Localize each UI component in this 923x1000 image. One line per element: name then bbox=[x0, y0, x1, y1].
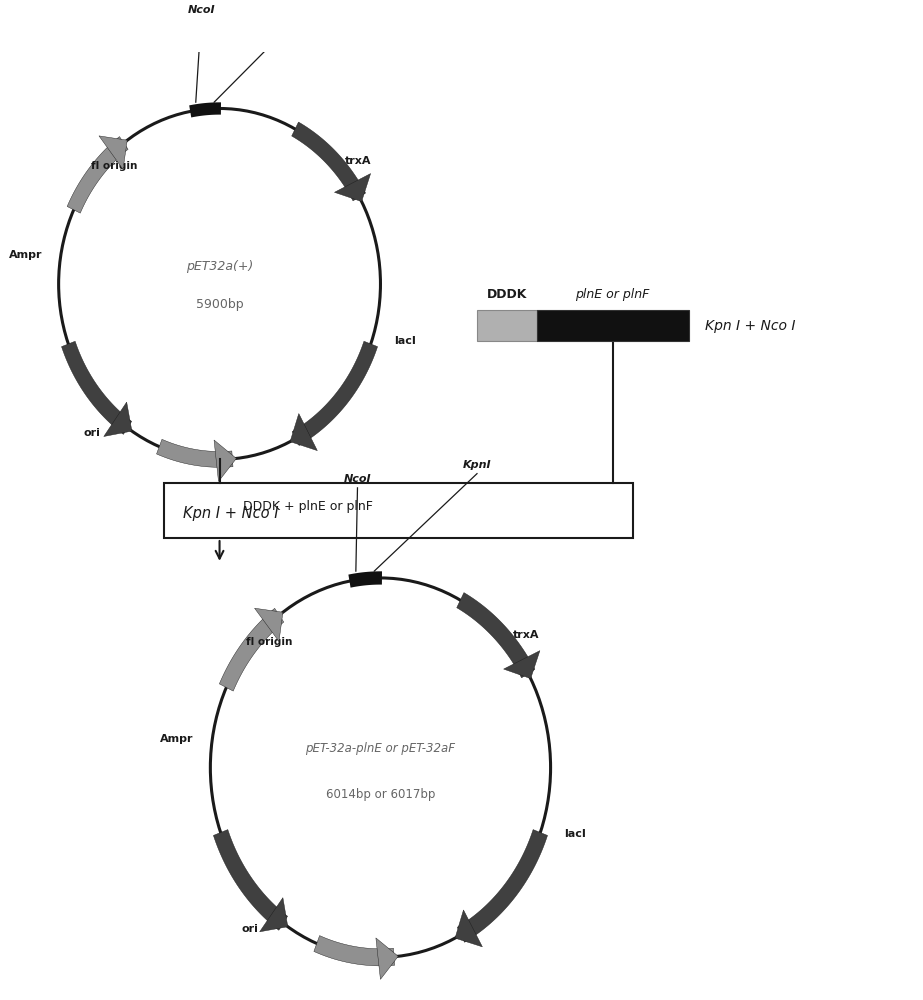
Text: trxA: trxA bbox=[345, 156, 372, 166]
Text: 5900bp: 5900bp bbox=[196, 298, 244, 311]
Text: plnE or plnF: plnE or plnF bbox=[575, 288, 650, 301]
Text: lacI: lacI bbox=[394, 336, 416, 346]
Polygon shape bbox=[334, 174, 371, 202]
Text: fl origin: fl origin bbox=[90, 161, 137, 171]
Polygon shape bbox=[455, 910, 483, 947]
Polygon shape bbox=[314, 936, 395, 966]
Text: fl origin: fl origin bbox=[246, 637, 293, 647]
Polygon shape bbox=[213, 830, 288, 930]
Text: NcoI: NcoI bbox=[187, 5, 215, 15]
Text: DDDK: DDDK bbox=[486, 288, 527, 301]
Text: trxA: trxA bbox=[513, 630, 540, 640]
Text: pET-32a-plnE or pET-32aF: pET-32a-plnE or pET-32aF bbox=[306, 742, 455, 755]
Polygon shape bbox=[292, 122, 366, 201]
Polygon shape bbox=[157, 439, 233, 467]
Polygon shape bbox=[62, 341, 132, 434]
Polygon shape bbox=[457, 593, 534, 678]
Polygon shape bbox=[220, 608, 283, 691]
Polygon shape bbox=[293, 341, 378, 445]
Polygon shape bbox=[99, 136, 127, 169]
Polygon shape bbox=[504, 651, 540, 679]
Text: DDDK + plnE or plnF: DDDK + plnE or plnF bbox=[243, 500, 372, 513]
Text: 6014bp or 6017bp: 6014bp or 6017bp bbox=[326, 788, 435, 801]
Polygon shape bbox=[255, 608, 282, 641]
Text: Ampr: Ampr bbox=[161, 734, 194, 744]
Polygon shape bbox=[103, 402, 132, 436]
Polygon shape bbox=[189, 102, 221, 117]
Text: lacI: lacI bbox=[564, 829, 586, 839]
Polygon shape bbox=[259, 898, 288, 932]
Polygon shape bbox=[290, 414, 318, 451]
Text: ori: ori bbox=[241, 924, 258, 934]
Text: ori: ori bbox=[83, 428, 101, 438]
Polygon shape bbox=[457, 830, 547, 942]
Text: NcoI: NcoI bbox=[343, 474, 371, 484]
Polygon shape bbox=[67, 137, 128, 213]
Bar bbox=[477, 310, 537, 341]
Text: pET32a(+): pET32a(+) bbox=[186, 260, 253, 273]
Bar bbox=[537, 310, 689, 341]
Text: Kpn I + Nco I: Kpn I + Nco I bbox=[705, 319, 796, 333]
Polygon shape bbox=[214, 440, 236, 481]
Text: KpnI: KpnI bbox=[462, 460, 491, 470]
Text: Kpn I + Nco I: Kpn I + Nco I bbox=[183, 506, 279, 521]
Text: Ampr: Ampr bbox=[8, 250, 42, 260]
Polygon shape bbox=[376, 938, 398, 979]
Bar bbox=[164, 483, 633, 538]
Polygon shape bbox=[348, 571, 382, 588]
